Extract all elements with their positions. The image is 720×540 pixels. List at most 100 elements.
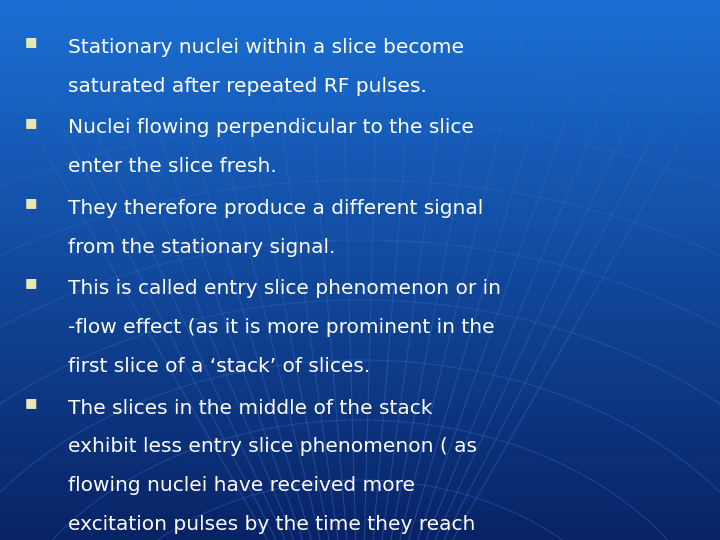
Bar xyxy=(0,213,720,216)
Bar xyxy=(0,140,720,143)
Bar xyxy=(0,251,720,254)
Bar xyxy=(0,240,720,243)
Bar xyxy=(0,348,720,351)
Bar xyxy=(0,57,720,59)
Bar xyxy=(0,343,720,346)
Bar xyxy=(0,467,720,470)
Bar xyxy=(0,494,720,497)
Bar xyxy=(0,427,720,429)
Bar xyxy=(0,130,720,132)
Bar xyxy=(0,294,720,297)
Bar xyxy=(0,246,720,248)
Bar xyxy=(0,230,720,232)
Bar xyxy=(0,367,720,370)
Bar xyxy=(0,275,720,278)
Bar xyxy=(0,475,720,478)
Bar xyxy=(0,508,720,510)
Text: flowing nuclei have received more: flowing nuclei have received more xyxy=(68,476,415,495)
Bar xyxy=(0,359,720,362)
Bar xyxy=(0,143,720,146)
Bar xyxy=(0,135,720,138)
Bar xyxy=(0,122,720,124)
Bar xyxy=(0,178,720,181)
Bar xyxy=(0,308,720,310)
Bar xyxy=(0,22,720,24)
Bar xyxy=(0,286,720,289)
Bar xyxy=(0,267,720,270)
Bar xyxy=(0,49,720,51)
Bar xyxy=(0,108,720,111)
Bar xyxy=(0,59,720,62)
Bar xyxy=(0,324,720,327)
Bar xyxy=(0,89,720,92)
Bar xyxy=(0,65,720,68)
Bar xyxy=(0,151,720,154)
Bar xyxy=(0,292,720,294)
Bar xyxy=(0,24,720,27)
Bar xyxy=(0,124,720,127)
Bar xyxy=(0,132,720,135)
Bar xyxy=(0,78,720,81)
Bar xyxy=(0,19,720,22)
Bar xyxy=(0,262,720,265)
Bar xyxy=(0,319,720,321)
Bar xyxy=(0,243,720,246)
Bar xyxy=(0,235,720,238)
Bar xyxy=(0,116,720,119)
Bar xyxy=(0,62,720,65)
Bar xyxy=(0,167,720,170)
Bar xyxy=(0,40,720,43)
Bar xyxy=(0,194,720,197)
Bar xyxy=(0,254,720,256)
Bar xyxy=(0,68,720,70)
Bar xyxy=(0,146,720,148)
Bar xyxy=(0,186,720,189)
Bar xyxy=(0,208,720,211)
Bar xyxy=(0,383,720,386)
Bar xyxy=(0,259,720,262)
Bar xyxy=(0,464,720,467)
Bar xyxy=(0,354,720,356)
Bar xyxy=(0,38,720,40)
Bar xyxy=(0,526,720,529)
Bar xyxy=(0,462,720,464)
Bar xyxy=(0,513,720,516)
Bar xyxy=(0,373,720,375)
Bar xyxy=(0,54,720,57)
Bar xyxy=(0,392,720,394)
Bar xyxy=(0,16,720,19)
Bar xyxy=(0,535,720,537)
Bar xyxy=(0,8,720,11)
Bar xyxy=(0,364,720,367)
Bar xyxy=(0,92,720,94)
Bar xyxy=(0,491,720,494)
Bar xyxy=(0,119,720,122)
Bar xyxy=(0,219,720,221)
Bar xyxy=(0,500,720,502)
Text: Nuclei flowing perpendicular to the slice: Nuclei flowing perpendicular to the slic… xyxy=(68,118,474,137)
Bar xyxy=(0,35,720,38)
Bar xyxy=(0,173,720,176)
Bar xyxy=(0,281,720,284)
Bar xyxy=(0,97,720,100)
Bar xyxy=(0,297,720,300)
Text: Stationary nuclei within a slice become: Stationary nuclei within a slice become xyxy=(68,38,464,57)
Text: saturated after repeated RF pulses.: saturated after repeated RF pulses. xyxy=(68,77,427,96)
Bar xyxy=(0,216,720,219)
Bar xyxy=(0,529,720,532)
Bar xyxy=(0,313,720,316)
Bar xyxy=(0,502,720,505)
Bar xyxy=(0,532,720,535)
Bar xyxy=(0,27,720,30)
Bar xyxy=(0,338,720,340)
Bar xyxy=(0,510,720,513)
Bar xyxy=(0,340,720,343)
Bar xyxy=(0,159,720,162)
Text: This is called entry slice phenomenon or in: This is called entry slice phenomenon or… xyxy=(68,279,501,298)
Bar xyxy=(0,327,720,329)
Bar xyxy=(0,521,720,524)
Bar xyxy=(0,181,720,184)
Bar xyxy=(0,224,720,227)
Bar xyxy=(0,192,720,194)
Text: The slices in the middle of the stack: The slices in the middle of the stack xyxy=(68,399,433,417)
